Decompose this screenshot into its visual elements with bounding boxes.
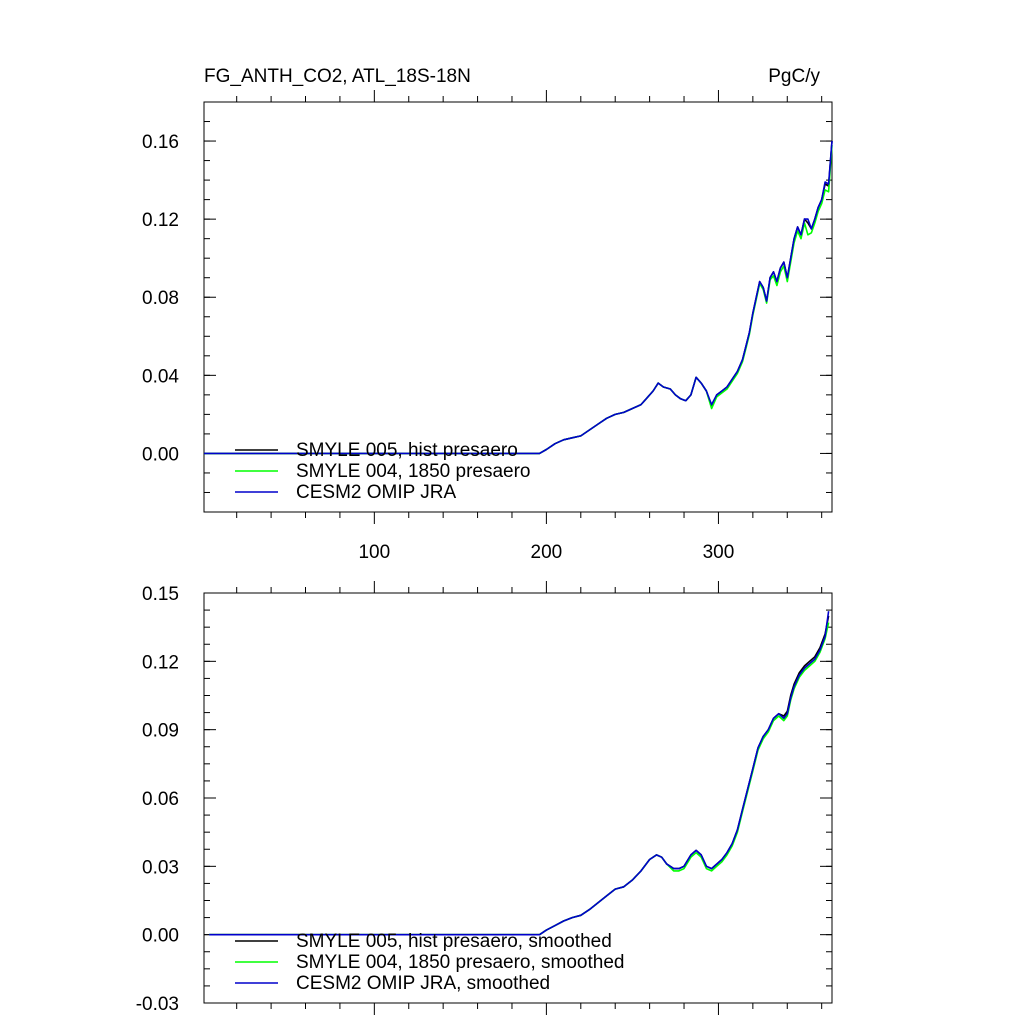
x-tick-label: 300	[703, 542, 735, 563]
chart-title: FG_ANTH_CO2, ATL_18S-18N	[204, 66, 471, 87]
y-tick-label: 0.03	[142, 857, 179, 878]
series-line	[209, 611, 830, 936]
y-tick-label: 0.00	[142, 444, 179, 465]
series-line	[204, 144, 833, 455]
legend-label: SMYLE 005, hist presaero	[296, 440, 518, 461]
y-tick-label: -0.03	[136, 994, 179, 1015]
series-line	[204, 140, 833, 455]
y-tick-label: 0.15	[142, 584, 179, 605]
x-tick-label: 200	[531, 542, 563, 563]
y-tick-label: 0.04	[142, 366, 179, 387]
legend-label: CESM2 OMIP JRA	[296, 482, 456, 503]
y-tick-label: 0.06	[142, 789, 179, 810]
y-tick-label: 0.12	[142, 210, 179, 231]
y-tick-label: 0.08	[142, 288, 179, 309]
legend-label: SMYLE 005, hist presaero, smoothed	[296, 931, 612, 952]
axis-ticks: 0.00 0.04 0.08 0.12 0.16 100 200 300	[142, 90, 832, 563]
axis-ticks: -0.03 0.00 0.03 0.06 0.09 0.12 0.15	[136, 581, 832, 1015]
legend-label: SMYLE 004, 1850 presaero	[296, 461, 531, 482]
legend-label: SMYLE 004, 1850 presaero, smoothed	[296, 952, 624, 973]
y-tick-label: 0.00	[142, 926, 179, 947]
y-tick-label: 0.16	[142, 132, 179, 153]
bottom-panel: -0.03 0.00 0.03 0.06 0.09 0.12 0.15 SMYLE 005,…	[136, 581, 833, 1015]
legend: SMYLE 005, hist presaero, smoothedSMYLE …	[235, 931, 624, 994]
top-panel: FG_ANTH_CO2, ATL_18S-18N PgC/y 0.000.040…	[142, 66, 833, 563]
y-tick-label: 0.12	[142, 652, 179, 673]
y-tick-label: 0.09	[142, 721, 179, 742]
legend-label: CESM2 OMIP JRA, smoothed	[296, 973, 550, 994]
series-line	[209, 622, 830, 936]
series-lines	[209, 611, 830, 936]
chart-units: PgC/y	[768, 66, 820, 87]
plot-frame	[203, 101, 833, 513]
series-lines	[204, 140, 833, 455]
x-tick-label: 100	[358, 542, 390, 563]
series-line	[209, 615, 830, 936]
series-line	[204, 140, 833, 455]
